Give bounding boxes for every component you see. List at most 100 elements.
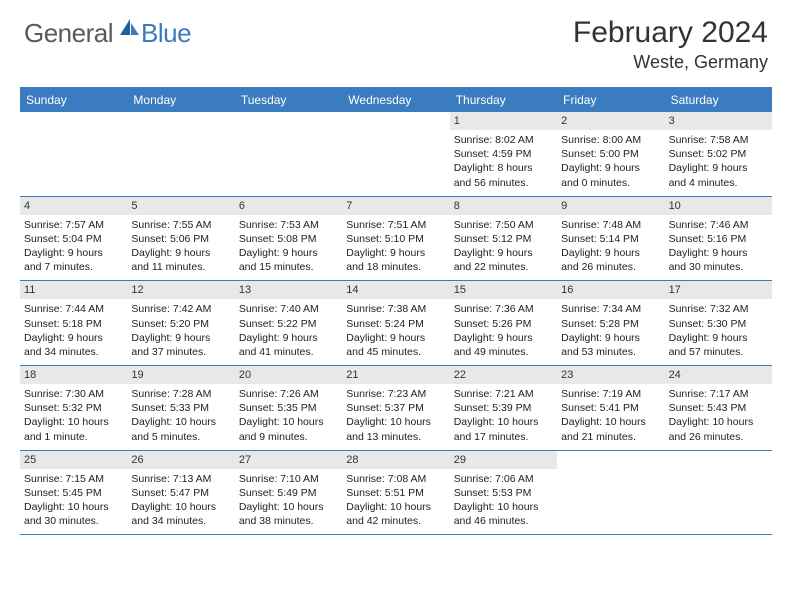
sunset-text: Sunset: 5:37 PM [346, 401, 445, 415]
day-number: 12 [127, 281, 234, 299]
day-header: Monday [127, 89, 234, 112]
day-number: 18 [20, 366, 127, 384]
empty-cell [20, 112, 127, 196]
sunrise-text: Sunrise: 7:10 AM [239, 472, 338, 486]
daylight-text-2: and 4 minutes. [669, 176, 768, 190]
daylight-text-2: and 13 minutes. [346, 430, 445, 444]
daylight-text-2: and 7 minutes. [24, 260, 123, 274]
location-label: Weste, Germany [573, 52, 768, 73]
sunset-text: Sunset: 5:51 PM [346, 486, 445, 500]
day-header: Friday [557, 89, 664, 112]
day-cell: 9Sunrise: 7:48 AMSunset: 5:14 PMDaylight… [557, 197, 664, 281]
daylight-text-2: and 30 minutes. [24, 514, 123, 528]
sunrise-text: Sunrise: 7:58 AM [669, 133, 768, 147]
logo-text-general: General [24, 18, 113, 49]
daylight-text-2: and 37 minutes. [131, 345, 230, 359]
day-cell: 2Sunrise: 8:00 AMSunset: 5:00 PMDaylight… [557, 112, 664, 196]
daylight-text-2: and 26 minutes. [669, 430, 768, 444]
daylight-text: Daylight: 9 hours [669, 246, 768, 260]
daylight-text: Daylight: 9 hours [239, 331, 338, 345]
day-header: Saturday [665, 89, 772, 112]
daylight-text: Daylight: 9 hours [454, 331, 553, 345]
day-number: 17 [665, 281, 772, 299]
logo: General Blue [24, 18, 191, 49]
day-number: 19 [127, 366, 234, 384]
day-cell: 11Sunrise: 7:44 AMSunset: 5:18 PMDayligh… [20, 281, 127, 365]
daylight-text: Daylight: 9 hours [669, 331, 768, 345]
daylight-text-2: and 21 minutes. [561, 430, 660, 444]
empty-cell [235, 112, 342, 196]
day-cell: 21Sunrise: 7:23 AMSunset: 5:37 PMDayligh… [342, 366, 449, 450]
daylight-text: Daylight: 10 hours [24, 500, 123, 514]
sunset-text: Sunset: 5:04 PM [24, 232, 123, 246]
daylight-text: Daylight: 10 hours [24, 415, 123, 429]
day-header: Sunday [20, 89, 127, 112]
day-cell: 4Sunrise: 7:57 AMSunset: 5:04 PMDaylight… [20, 197, 127, 281]
day-cell: 10Sunrise: 7:46 AMSunset: 5:16 PMDayligh… [665, 197, 772, 281]
day-cell: 24Sunrise: 7:17 AMSunset: 5:43 PMDayligh… [665, 366, 772, 450]
sunrise-text: Sunrise: 8:02 AM [454, 133, 553, 147]
sunset-text: Sunset: 5:10 PM [346, 232, 445, 246]
header: General Blue February 2024 Weste, German… [0, 0, 792, 81]
sunrise-text: Sunrise: 7:06 AM [454, 472, 553, 486]
daylight-text: Daylight: 10 hours [454, 415, 553, 429]
sunset-text: Sunset: 5:24 PM [346, 317, 445, 331]
day-cell: 18Sunrise: 7:30 AMSunset: 5:32 PMDayligh… [20, 366, 127, 450]
day-header: Thursday [450, 89, 557, 112]
sunrise-text: Sunrise: 7:26 AM [239, 387, 338, 401]
daylight-text-2: and 17 minutes. [454, 430, 553, 444]
sunrise-text: Sunrise: 7:21 AM [454, 387, 553, 401]
day-number: 9 [557, 197, 664, 215]
sunrise-text: Sunrise: 7:36 AM [454, 302, 553, 316]
daylight-text: Daylight: 10 hours [131, 415, 230, 429]
week-row: 25Sunrise: 7:15 AMSunset: 5:45 PMDayligh… [20, 451, 772, 536]
day-number: 3 [665, 112, 772, 130]
page-title: February 2024 [573, 18, 768, 48]
day-cell: 19Sunrise: 7:28 AMSunset: 5:33 PMDayligh… [127, 366, 234, 450]
day-header: Wednesday [342, 89, 449, 112]
daylight-text-2: and 1 minute. [24, 430, 123, 444]
day-header-row: SundayMondayTuesdayWednesdayThursdayFrid… [20, 89, 772, 112]
daylight-text-2: and 5 minutes. [131, 430, 230, 444]
week-row: 4Sunrise: 7:57 AMSunset: 5:04 PMDaylight… [20, 197, 772, 282]
daylight-text: Daylight: 10 hours [239, 415, 338, 429]
day-number: 25 [20, 451, 127, 469]
daylight-text-2: and 9 minutes. [239, 430, 338, 444]
daylight-text-2: and 41 minutes. [239, 345, 338, 359]
day-cell: 3Sunrise: 7:58 AMSunset: 5:02 PMDaylight… [665, 112, 772, 196]
sunrise-text: Sunrise: 7:55 AM [131, 218, 230, 232]
sunset-text: Sunset: 5:22 PM [239, 317, 338, 331]
sunset-text: Sunset: 5:26 PM [454, 317, 553, 331]
sunset-text: Sunset: 5:06 PM [131, 232, 230, 246]
calendar: SundayMondayTuesdayWednesdayThursdayFrid… [20, 87, 772, 535]
sunrise-text: Sunrise: 7:32 AM [669, 302, 768, 316]
daylight-text-2: and 56 minutes. [454, 176, 553, 190]
daylight-text-2: and 42 minutes. [346, 514, 445, 528]
day-cell: 27Sunrise: 7:10 AMSunset: 5:49 PMDayligh… [235, 451, 342, 535]
daylight-text: Daylight: 9 hours [346, 331, 445, 345]
daylight-text: Daylight: 10 hours [131, 500, 230, 514]
day-cell: 16Sunrise: 7:34 AMSunset: 5:28 PMDayligh… [557, 281, 664, 365]
daylight-text: Daylight: 9 hours [669, 161, 768, 175]
day-number: 13 [235, 281, 342, 299]
day-number: 29 [450, 451, 557, 469]
sunset-text: Sunset: 5:16 PM [669, 232, 768, 246]
daylight-text-2: and 15 minutes. [239, 260, 338, 274]
day-number: 16 [557, 281, 664, 299]
day-cell: 25Sunrise: 7:15 AMSunset: 5:45 PMDayligh… [20, 451, 127, 535]
sunset-text: Sunset: 5:45 PM [24, 486, 123, 500]
sunset-text: Sunset: 5:28 PM [561, 317, 660, 331]
week-row: 1Sunrise: 8:02 AMSunset: 4:59 PMDaylight… [20, 112, 772, 197]
sunrise-text: Sunrise: 7:51 AM [346, 218, 445, 232]
day-number: 1 [450, 112, 557, 130]
day-cell: 23Sunrise: 7:19 AMSunset: 5:41 PMDayligh… [557, 366, 664, 450]
day-cell: 7Sunrise: 7:51 AMSunset: 5:10 PMDaylight… [342, 197, 449, 281]
sunset-text: Sunset: 5:53 PM [454, 486, 553, 500]
day-number: 7 [342, 197, 449, 215]
sunrise-text: Sunrise: 7:34 AM [561, 302, 660, 316]
sunset-text: Sunset: 5:35 PM [239, 401, 338, 415]
sunrise-text: Sunrise: 7:19 AM [561, 387, 660, 401]
sunset-text: Sunset: 5:30 PM [669, 317, 768, 331]
daylight-text-2: and 11 minutes. [131, 260, 230, 274]
daylight-text: Daylight: 9 hours [131, 246, 230, 260]
